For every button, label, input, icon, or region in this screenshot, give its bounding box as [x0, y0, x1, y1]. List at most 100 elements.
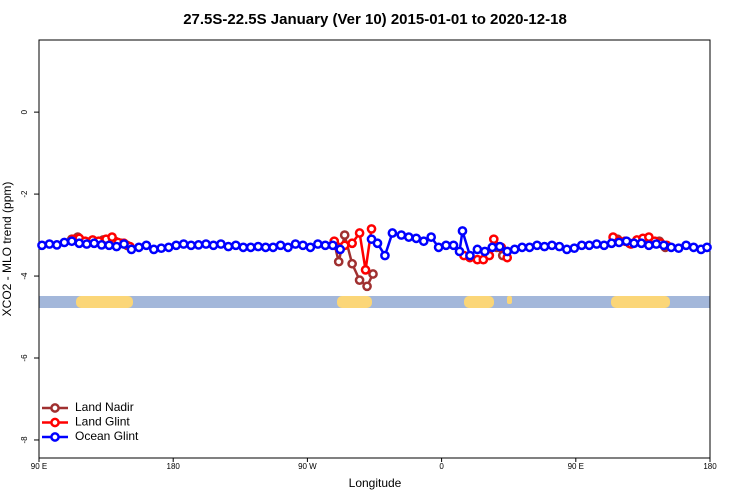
chart-title: 27.5S-22.5S January (Ver 10) 2015-01-01 … — [183, 11, 567, 28]
data-point — [366, 224, 377, 234]
data-point — [148, 244, 159, 255]
data-point — [411, 233, 422, 244]
data-point — [494, 241, 505, 252]
data-point — [362, 281, 372, 292]
legend-label: Land Glint — [75, 415, 130, 429]
data-point — [104, 240, 114, 251]
data-point — [547, 240, 557, 251]
legend-label: Land Nadir — [75, 400, 134, 414]
data-point — [636, 238, 647, 249]
data-point — [441, 240, 451, 251]
x-tick-label: 90 W — [298, 462, 317, 471]
data-point — [52, 240, 62, 250]
data-point — [372, 238, 383, 249]
data-point — [354, 228, 365, 238]
data-point — [347, 238, 357, 249]
data-point — [380, 250, 390, 261]
data-point — [186, 240, 196, 251]
data-point — [448, 240, 459, 251]
data-point — [238, 242, 249, 253]
x-tick-label: 180 — [167, 462, 181, 471]
legend-marker — [50, 403, 60, 413]
data-point — [163, 242, 174, 253]
data-point — [59, 237, 70, 248]
data-point — [223, 241, 234, 252]
data-point — [539, 241, 550, 252]
x-axis-label: Longitude — [349, 476, 402, 490]
data-point — [517, 242, 527, 253]
legend-marker — [50, 417, 60, 428]
data-point — [472, 244, 483, 255]
data-point — [509, 244, 520, 255]
data-point — [524, 242, 535, 253]
data-point — [290, 239, 301, 249]
data-point — [245, 242, 256, 253]
data-point — [562, 244, 572, 255]
land-patch — [464, 296, 494, 308]
data-point — [298, 240, 308, 251]
data-point — [347, 258, 357, 269]
data-point — [96, 240, 107, 250]
data-point — [532, 240, 542, 251]
data-point — [479, 246, 490, 257]
x-tick-label: 90 E — [568, 462, 584, 471]
x-tick-label: 0 — [439, 462, 444, 471]
data-point — [156, 243, 167, 254]
data-point — [418, 236, 429, 247]
land-patch — [337, 296, 372, 308]
data-point — [629, 238, 639, 249]
data-point — [275, 240, 286, 251]
y-axis-label: XCO2 - MLO trend (ppm) — [0, 182, 14, 317]
data-point — [66, 236, 77, 247]
data-point — [488, 234, 499, 245]
data-point — [89, 238, 100, 249]
data-point — [426, 232, 437, 242]
data-point — [651, 239, 662, 249]
data-point — [74, 238, 85, 249]
y-tick-label: 0 — [20, 109, 29, 114]
data-point — [360, 265, 371, 275]
data-point — [354, 275, 365, 285]
y-tick-label: -8 — [20, 436, 29, 444]
land-patch — [76, 296, 133, 308]
land-patch — [507, 296, 512, 304]
data-point — [454, 246, 465, 257]
data-point — [403, 232, 414, 242]
y-tick-label: -6 — [20, 354, 29, 362]
data-point — [433, 242, 444, 253]
legend-label: Ocean Glint — [75, 429, 139, 443]
data-point — [193, 240, 204, 250]
data-point — [208, 240, 219, 251]
data-point — [260, 242, 271, 253]
data-point — [134, 242, 144, 253]
data-point — [673, 243, 684, 254]
data-point — [111, 241, 122, 252]
legend-marker — [50, 432, 60, 442]
data-point — [396, 230, 407, 240]
data-point — [283, 242, 293, 253]
x-tick-label: 90 E — [31, 462, 47, 471]
x-tick-label: 180 — [703, 462, 717, 471]
ocean-strip — [39, 296, 710, 308]
data-point — [333, 256, 344, 267]
data-point — [268, 242, 278, 253]
data-point — [614, 237, 624, 248]
data-point — [465, 250, 475, 261]
data-point — [621, 236, 632, 247]
data-point — [702, 242, 712, 253]
data-point — [666, 242, 677, 253]
data-point — [569, 243, 580, 254]
data-point — [178, 239, 189, 249]
data-point — [126, 244, 137, 255]
data-point — [107, 232, 117, 242]
y-tick-label: -2 — [20, 190, 29, 198]
data-point — [119, 239, 129, 249]
data-point — [230, 240, 241, 251]
data-point — [44, 239, 55, 249]
data-point — [335, 244, 346, 255]
data-point — [320, 240, 331, 251]
data-point — [253, 241, 264, 252]
data-point — [599, 240, 609, 251]
data-point — [591, 239, 602, 249]
